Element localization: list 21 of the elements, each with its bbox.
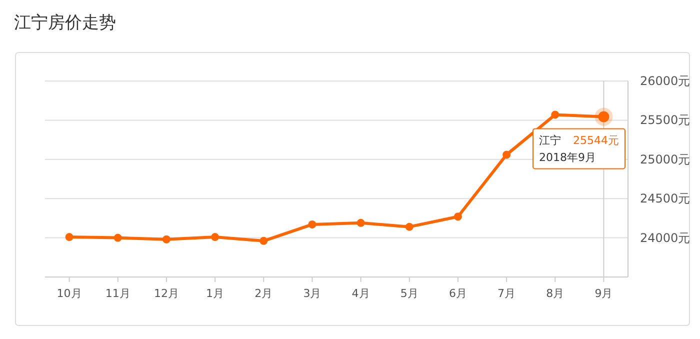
x-tick-label: 9月 [594, 287, 613, 300]
x-tick-label: 4月 [352, 287, 370, 300]
y-tick-label: 24500元 [640, 192, 690, 206]
x-tick-label: 3月 [303, 287, 322, 300]
y-tick-label: 26000元 [640, 74, 690, 88]
y-tick-label: 25000元 [640, 152, 690, 166]
x-tick-label: 1月 [206, 287, 224, 300]
x-tick-label: 11月 [105, 287, 130, 300]
x-tick-label: 8月 [546, 287, 564, 300]
series-label: 江宁 [539, 134, 561, 147]
x-tick-label: 6月 [448, 287, 467, 300]
y-tick-label: 25500元 [640, 113, 690, 128]
chart-title: 江宁房价走势 [14, 13, 116, 33]
x-tick-label: 2月 [254, 287, 273, 300]
y-tick-label: 24000元 [640, 230, 690, 245]
x-tick-label: 10月 [56, 287, 82, 300]
data-label: 25544元 [573, 134, 619, 147]
annotation: 2018年9月 [539, 150, 596, 164]
x-tick-label: 5月 [400, 287, 418, 300]
x-tick-label: 12月 [154, 287, 179, 300]
x-tick-label: 7月 [498, 287, 516, 300]
